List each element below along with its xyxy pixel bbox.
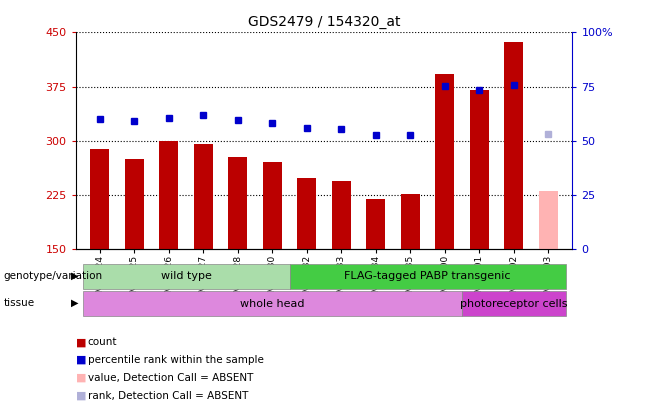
Bar: [367, 198, 386, 249]
Text: FLAG-tagged PABP transgenic: FLAG-tagged PABP transgenic: [344, 271, 511, 281]
Bar: [539, 191, 558, 249]
Bar: [401, 194, 420, 249]
Text: wild type: wild type: [161, 271, 211, 281]
Bar: [82, 264, 290, 289]
Bar: [82, 291, 462, 316]
Text: genotype/variation: genotype/variation: [3, 271, 103, 281]
Text: count: count: [88, 337, 117, 347]
Bar: [228, 157, 247, 249]
Text: percentile rank within the sample: percentile rank within the sample: [88, 355, 263, 365]
Text: ▶: ▶: [71, 298, 78, 308]
Text: ■: ■: [76, 391, 86, 401]
Text: ■: ■: [76, 337, 86, 347]
Bar: [436, 74, 454, 249]
Text: ▶: ▶: [71, 271, 78, 281]
Text: ■: ■: [76, 355, 86, 365]
Bar: [462, 291, 566, 316]
Bar: [504, 42, 523, 249]
Bar: [159, 141, 178, 249]
Bar: [332, 181, 351, 249]
Bar: [470, 90, 489, 249]
Text: whole head: whole head: [240, 298, 305, 309]
Text: value, Detection Call = ABSENT: value, Detection Call = ABSENT: [88, 373, 253, 383]
Text: tissue: tissue: [3, 298, 34, 308]
Bar: [290, 264, 566, 289]
Title: GDS2479 / 154320_at: GDS2479 / 154320_at: [248, 15, 400, 29]
Text: rank, Detection Call = ABSENT: rank, Detection Call = ABSENT: [88, 391, 248, 401]
Bar: [297, 178, 316, 249]
Text: ■: ■: [76, 373, 86, 383]
Bar: [194, 144, 213, 249]
Bar: [263, 162, 282, 249]
Bar: [125, 159, 144, 249]
Bar: [90, 149, 109, 249]
Text: photoreceptor cells: photoreceptor cells: [460, 298, 568, 309]
